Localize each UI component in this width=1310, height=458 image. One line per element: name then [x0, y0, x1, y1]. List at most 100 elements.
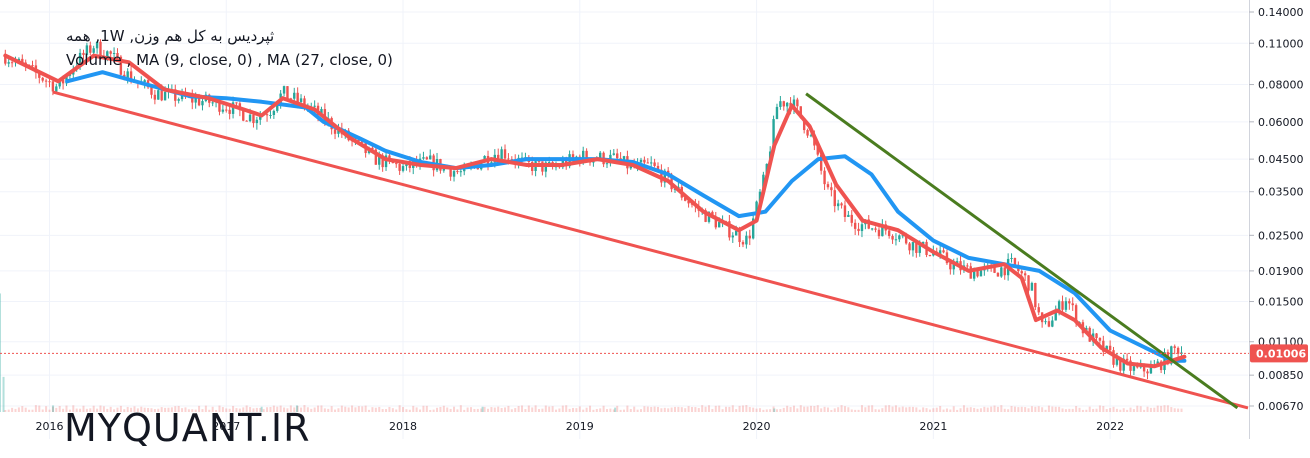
volume-bar	[201, 409, 204, 412]
volume-bar	[218, 405, 221, 412]
ma-fast-line	[3, 53, 1187, 369]
candle-down	[48, 81, 51, 83]
volume-bar	[650, 406, 653, 412]
candle-down	[1068, 301, 1071, 304]
candle-down	[874, 228, 877, 230]
volume-bar	[575, 408, 578, 412]
volume-bar	[694, 407, 697, 412]
volume-bar	[296, 405, 299, 412]
candle-down	[296, 92, 299, 103]
candle-up	[1170, 346, 1173, 364]
volume-bar	[228, 408, 231, 412]
candle-up	[378, 155, 381, 165]
volume-bar	[786, 405, 789, 412]
candle-up	[1000, 267, 1003, 277]
volume-bar	[286, 408, 289, 412]
volume-bar	[925, 408, 928, 412]
price-chart[interactable]: 0.14000 0.11000 0.08000 0.06000 0.04500 0.035…	[0, 0, 1310, 439]
candle-up	[106, 51, 109, 59]
volume-bar	[1105, 409, 1108, 412]
volume-bar	[1156, 405, 1159, 412]
candle-down	[38, 72, 41, 78]
candle-up	[639, 159, 643, 163]
volume-bar	[806, 406, 809, 412]
volume-bar	[884, 405, 887, 412]
candle-up	[544, 162, 548, 172]
candle-up	[745, 235, 748, 245]
volume-bar	[85, 408, 88, 412]
volume-bar	[833, 408, 836, 412]
y-tick-label: 0.01500	[1258, 296, 1304, 309]
volume-bar	[439, 406, 442, 412]
volume-bar	[891, 406, 894, 412]
candle-down	[976, 270, 979, 277]
volume-bar	[1126, 409, 1129, 412]
candle-up	[299, 98, 303, 103]
candle-down	[1146, 371, 1149, 374]
volume-bar	[969, 407, 972, 412]
candle-down	[833, 190, 836, 207]
volume-bar	[72, 405, 75, 412]
candle-up	[952, 263, 955, 270]
volume-bar	[459, 405, 462, 412]
volume-bar	[106, 408, 109, 412]
volume-bar	[187, 409, 190, 412]
volume-bar	[419, 409, 422, 412]
volume-bar	[1143, 409, 1146, 412]
volume-bar	[340, 405, 343, 412]
volume-bar	[1017, 407, 1020, 412]
candle-down	[653, 162, 656, 166]
volume-bar	[609, 408, 612, 412]
candle-up	[649, 162, 653, 164]
candle-up	[1132, 366, 1136, 371]
candle-up	[717, 222, 721, 228]
candle-down	[150, 87, 153, 95]
candle-down	[456, 171, 459, 173]
volume-bar	[898, 407, 901, 412]
volume-bar	[453, 406, 456, 412]
price-axis[interactable]: 0.14000 0.11000 0.08000 0.06000 0.04500 0.035…	[1249, 6, 1304, 413]
candle-down	[904, 235, 908, 244]
candle-down	[1027, 275, 1030, 291]
candle-up	[78, 52, 82, 66]
y-tick-label: 0.08000	[1258, 79, 1304, 92]
candle-up	[979, 270, 983, 277]
time-axis[interactable]: 2016 2017 2018 2019 2020 2021 2022	[35, 420, 1124, 433]
volume-bar	[242, 407, 245, 412]
candle-down	[218, 99, 221, 112]
candle-down	[82, 52, 85, 55]
candle-up	[758, 191, 762, 202]
volume-bar	[843, 406, 846, 412]
candle-down	[10, 62, 14, 64]
volume-bar	[582, 409, 585, 412]
candle-down	[853, 222, 857, 229]
volume-bar	[442, 405, 445, 412]
volume-bar	[592, 409, 595, 412]
volume-bar	[986, 407, 989, 412]
volume-bar	[847, 407, 850, 412]
candle-down	[449, 168, 452, 177]
candle-down	[51, 81, 55, 92]
x-tick-label: 2022	[1096, 420, 1124, 433]
volume-bar	[602, 405, 605, 412]
candle-up	[921, 241, 925, 245]
volume-bar	[194, 409, 197, 412]
volume-bar	[850, 409, 853, 412]
volume-bar	[7, 409, 10, 412]
volume-bar	[136, 408, 139, 412]
candle-down	[616, 153, 619, 159]
volume-bar	[1136, 405, 1139, 412]
candle-down	[887, 230, 891, 237]
volume-bar	[826, 407, 829, 412]
candle-up	[269, 114, 272, 116]
volume-bar	[225, 408, 228, 412]
upper-trendline[interactable]	[805, 92, 1239, 410]
lower-trendline[interactable]	[52, 90, 1249, 410]
volume-bar	[619, 409, 622, 412]
volume-bar	[779, 409, 782, 412]
volume-bar	[422, 405, 425, 412]
candle-up	[663, 170, 666, 183]
volume-bar	[585, 407, 588, 412]
volume-bar	[1163, 405, 1166, 412]
volume-bar	[626, 405, 629, 412]
